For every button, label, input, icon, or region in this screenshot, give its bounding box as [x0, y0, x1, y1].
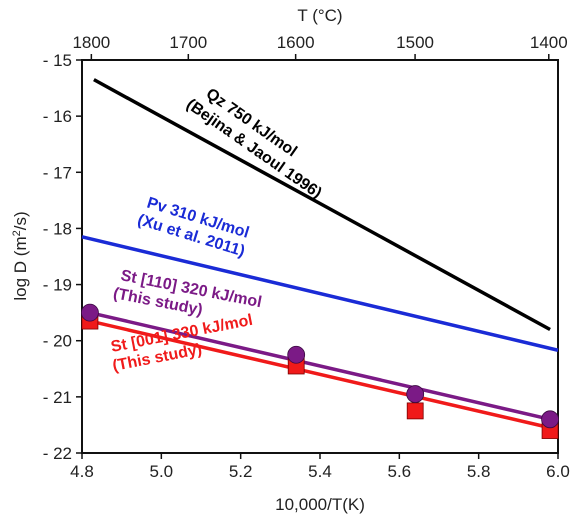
y-tick-label: - 18: [43, 219, 72, 238]
top-tick-label: 1400: [530, 33, 568, 52]
y-tick-label: - 21: [43, 388, 72, 407]
y-tick-label: - 16: [43, 107, 72, 126]
st001-data-point: [406, 402, 424, 420]
qz-annotation-line2: (Bejina & Jaoul 1996): [183, 96, 325, 202]
qz-fit-line: [93, 78, 551, 332]
y-tick-label: - 20: [43, 332, 72, 351]
y-tick-label: - 22: [43, 444, 72, 463]
y-tick-label: - 17: [43, 163, 72, 182]
x-tick-label: 5.0: [150, 462, 174, 481]
x-tick-label: 4.8: [70, 462, 94, 481]
x-tick-label: 5.8: [467, 462, 491, 481]
top-tick-label: 1700: [169, 33, 207, 52]
top-tick-label: 1800: [72, 33, 110, 52]
top-axis-title: T (°C): [297, 6, 342, 25]
top-tick-label: 1500: [396, 33, 434, 52]
y-tick-label: - 15: [43, 51, 72, 70]
st110-fit-line: [89, 310, 551, 422]
st110-data-point: [541, 410, 559, 429]
x-tick-label: 5.2: [229, 462, 253, 481]
x-tick-label: 5.6: [388, 462, 412, 481]
st110-data-point: [406, 385, 425, 403]
y-axis-title-superscript: 2: [11, 230, 23, 236]
x-tick-label: 5.4: [308, 462, 332, 481]
y-axis-title-main: log D (m: [11, 236, 30, 300]
st001-fit-line: [89, 319, 551, 430]
left-axis-ticks: - 15 - 16 - 17 - 18 - 19 - 20 - 21 - 22: [43, 51, 82, 463]
st110-data-point: [287, 345, 306, 364]
y-tick-label: - 19: [43, 276, 72, 295]
x-tick-label: 6.0: [546, 462, 570, 481]
x-axis-title: 10,000/T(K): [275, 495, 365, 514]
series-lines: [81, 78, 559, 430]
pv-fit-line: [81, 235, 559, 352]
series-markers: [81, 303, 559, 439]
y-axis-title-end: /s): [11, 211, 30, 230]
pv-annotation: Pv 310 kJ/mol(Xu et al. 2011): [135, 193, 252, 260]
top-tick-label: 1600: [277, 33, 315, 52]
y-axis-title: log D (m2/s): [11, 211, 30, 300]
bottom-axis-ticks: 4.8 5.0 5.2 5.4 5.6 5.8 6.0: [70, 453, 570, 481]
plot-frame: [81, 59, 559, 454]
st110-data-point: [81, 303, 99, 322]
top-axis-ticks: 1800 1700 1600 1500 1400: [72, 33, 568, 60]
